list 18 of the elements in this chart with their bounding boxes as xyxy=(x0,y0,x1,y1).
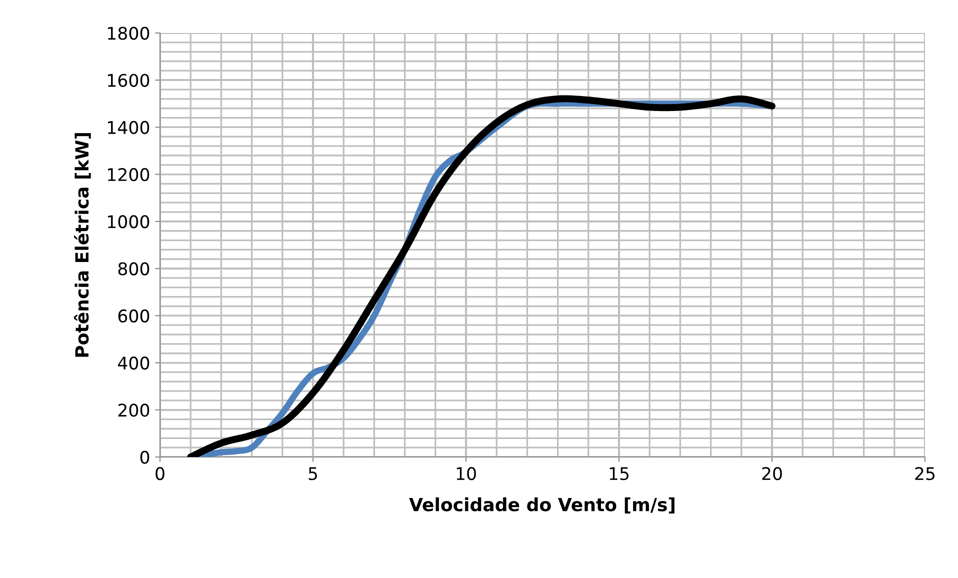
y-tick-label: 1400 xyxy=(108,120,150,134)
x-tick-label: 15 xyxy=(610,467,629,480)
y-tick-label: 0 xyxy=(140,450,150,464)
y-tick-label: 1600 xyxy=(108,74,150,87)
x-tick-label: 25 xyxy=(915,467,935,480)
y-tick-label: 800 xyxy=(118,262,150,276)
y-tick-label: 600 xyxy=(118,309,150,323)
y-axis-title: Potência Elétrica [kW] xyxy=(74,133,91,357)
y-tick-label: 1200 xyxy=(108,168,150,182)
x-tick-label: 0 xyxy=(156,467,164,480)
y-tick-label: 200 xyxy=(118,404,150,417)
y-tick-label: 400 xyxy=(118,356,150,370)
x-tick-label: 5 xyxy=(308,467,318,480)
x-tick-label: 20 xyxy=(762,467,782,480)
y-tick-label: 1800 xyxy=(108,26,150,40)
x-tick-label: 10 xyxy=(456,467,476,480)
x-axis-title: Velocidade do Vento [m/s] xyxy=(409,497,674,514)
y-tick-label: 1000 xyxy=(108,215,150,228)
